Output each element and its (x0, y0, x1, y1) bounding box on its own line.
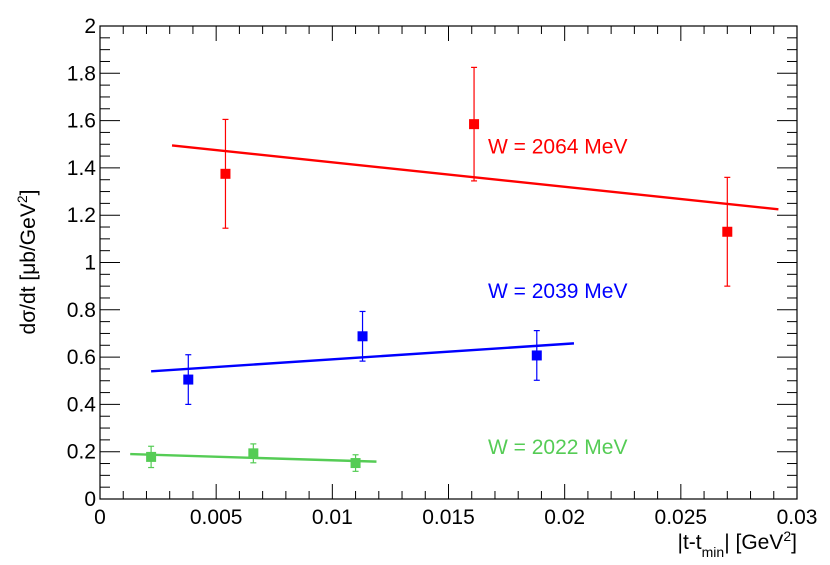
x-axis-title: |t-tmin| [GeV2] (678, 528, 797, 560)
data-point (146, 451, 157, 462)
data-point (531, 350, 542, 361)
y-tick-label: 0 (84, 488, 96, 511)
y-tick-label: 0.6 (67, 346, 96, 369)
data-point (722, 226, 733, 237)
y-axis-title-end: ] (17, 190, 40, 196)
series-label: W = 2064 MeV (488, 136, 627, 159)
series-label: W = 2039 MeV (488, 280, 627, 303)
series-0: W = 2064 MeV (171, 66, 779, 287)
fit-line (171, 144, 779, 211)
y-tick-label: 2 (84, 15, 96, 38)
x-tick-label: 0.025 (655, 506, 708, 529)
y-tick-label: 1.2 (67, 204, 96, 227)
series-2: W = 2022 MeV (130, 436, 627, 472)
x-tick-label: 0.005 (190, 506, 243, 529)
data-point (357, 331, 368, 342)
x-axis: 0 0.005 0.01 0.015 0.02 0.025 0.03 (94, 26, 817, 529)
x-axis-title-sub: min (702, 544, 725, 560)
x-axis-title-sup: 2 (783, 528, 791, 544)
data-point (248, 448, 259, 459)
y-axis-title: dσ/dt [μb/GeV2] (14, 190, 40, 335)
series-layer: W = 2064 MeV W = 2039 MeV W = 2022 MeV (130, 66, 779, 472)
x-tick-label: 0 (94, 506, 106, 529)
plot-frame (99, 25, 798, 500)
y-tick-label: 1.4 (67, 157, 97, 180)
x-axis-title-end: ] (791, 531, 797, 554)
data-point (350, 458, 361, 469)
y-axis-title-main: dσ/dt [μb/GeV (17, 203, 40, 334)
x-axis-title-after: | [GeV (724, 531, 783, 554)
y-tick-label: 0.4 (67, 393, 97, 416)
series-1: W = 2039 MeV (151, 280, 627, 405)
y-axis: 0 0.2 0.4 0.6 0.8 1 1.2 1.4 1.6 1.8 2 (67, 15, 797, 511)
series-label: W = 2022 MeV (488, 436, 627, 459)
x-tick-label: 0.02 (544, 506, 585, 529)
x-tick-label: 0.01 (312, 506, 353, 529)
data-point (469, 119, 480, 130)
x-axis-title-main: |t-t (678, 531, 702, 554)
data-point (220, 168, 231, 179)
data-point (183, 374, 194, 385)
y-tick-label: 0.2 (67, 441, 96, 464)
y-tick-label: 1.8 (67, 62, 96, 85)
y-tick-label: 0.8 (67, 299, 96, 322)
y-tick-label: 1 (84, 252, 96, 275)
y-axis-title-sup: 2 (14, 195, 30, 203)
x-tick-label: 0.015 (422, 506, 475, 529)
y-tick-label: 1.6 (67, 110, 96, 133)
x-tick-label: 0.03 (777, 506, 818, 529)
